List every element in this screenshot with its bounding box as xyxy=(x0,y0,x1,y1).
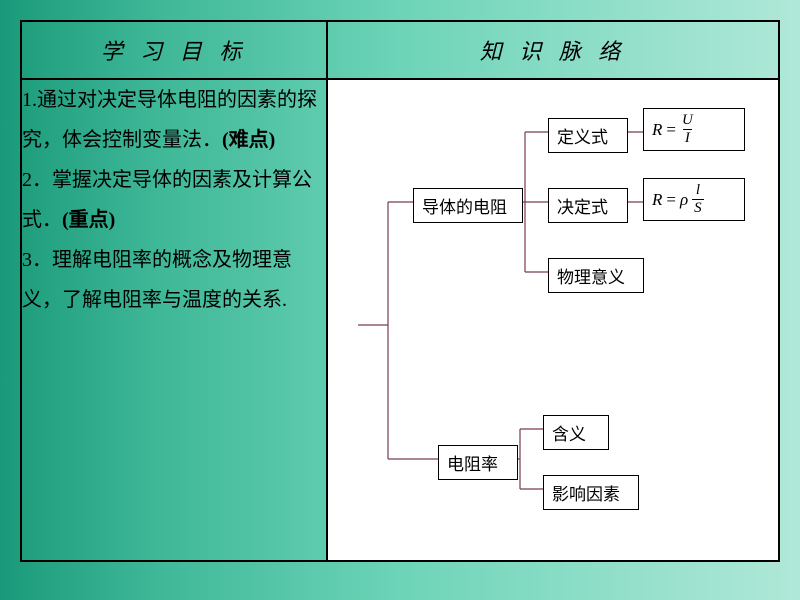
obj1-prefix: 1. xyxy=(22,89,37,111)
node-physical-meaning: 物理意义 xyxy=(548,258,644,293)
node-resistance: 导体的电阻 xyxy=(413,188,523,223)
obj1-tag: (难点) xyxy=(222,129,275,151)
node-formula-definition: R= UI xyxy=(643,108,745,151)
obj3-prefix: 3． xyxy=(22,249,52,271)
obj2-tag: (重点) xyxy=(62,209,115,231)
node-formula-determinant: R=ρ lS xyxy=(643,178,745,221)
obj3-text: 理解电阻率的概念及物理意义，了解电阻率与温度的关系. xyxy=(22,249,292,311)
knowledge-diagram: 导体的电阻 定义式 决定式 物理意义 R= UI R=ρ lS 电阻率 含义 影… xyxy=(328,80,778,560)
node-factors: 影响因素 xyxy=(543,475,639,510)
obj2-prefix: 2． xyxy=(22,169,52,191)
node-determinant: 决定式 xyxy=(548,188,628,223)
node-meaning: 含义 xyxy=(543,415,609,450)
content-table: 学 习 目 标 知 识 脉 络 1.通过对决定导体电阻的因素的探究，体会控制变量… xyxy=(20,20,780,562)
header-left: 学 习 目 标 xyxy=(21,21,327,79)
objectives-cell: 1.通过对决定导体电阻的因素的探究，体会控制变量法．(难点) 2．掌握决定导体的… xyxy=(21,79,327,561)
node-definition: 定义式 xyxy=(548,118,628,153)
header-right: 知 识 脉 络 xyxy=(327,21,779,79)
node-resistivity: 电阻率 xyxy=(438,445,518,480)
diagram-cell: 导体的电阻 定义式 决定式 物理意义 R= UI R=ρ lS 电阻率 含义 影… xyxy=(327,79,779,561)
